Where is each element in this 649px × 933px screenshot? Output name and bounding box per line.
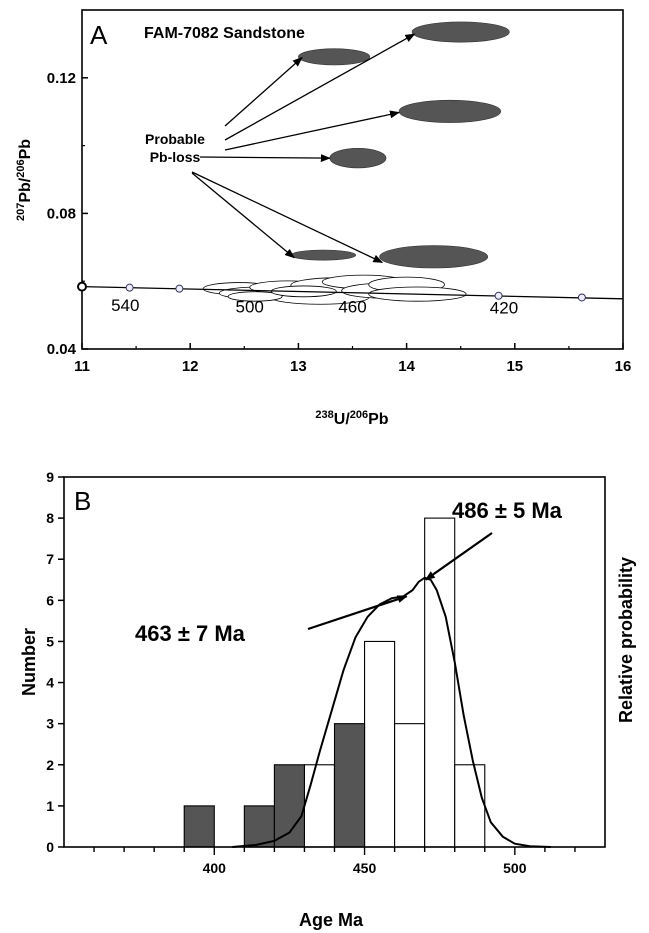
pb-loss-arrow — [191, 172, 295, 259]
pb-loss-arrow — [224, 56, 303, 127]
x-tick-label: 500 — [503, 860, 527, 876]
y-tick-label: 0.08 — [47, 205, 76, 222]
y-tick-label: 2 — [46, 757, 54, 773]
panel-a-ticks: 11 12 13 14 15 16 0.04 0.08 0.12 — [47, 70, 632, 375]
y-tick-label: 0.12 — [47, 70, 76, 87]
x-tick-label: 14 — [398, 358, 415, 375]
annotation-486: 486 ± 5 Ma — [452, 498, 563, 523]
histogram-bar-filled — [183, 805, 215, 848]
x-tick-label: 13 — [290, 358, 307, 375]
pb-loss-ellipse — [411, 21, 510, 43]
pb-loss-arrow — [191, 171, 384, 263]
x-tick-label: 11 — [74, 358, 90, 375]
panel-a: 11 12 13 14 15 160.040.080.12 540 500 460 420 A … — [15, 9, 632, 428]
pb-loss-ellipse — [398, 99, 502, 123]
panel-a-ellipses — [202, 21, 510, 305]
concordia-curve: 540 500 460 420 — [77, 281, 624, 318]
relative-probability-curve — [232, 576, 551, 848]
y-tick-label: 0 — [46, 839, 54, 855]
annotation-463: 463 ± 7 Ma — [135, 621, 246, 646]
panel-a-title: FAM-7082 Sandstone — [144, 25, 305, 42]
concordia-age-label: 460 — [338, 297, 366, 316]
x-tick-label: 15 — [506, 358, 523, 375]
panel-a-y-axis-label: 207Pb/206Pb — [15, 139, 34, 221]
arrow-486 — [424, 532, 493, 581]
y-tick-label: 3 — [46, 716, 54, 732]
annotation-pb-loss: Pb-loss — [150, 149, 201, 165]
panel-b-arrows — [307, 532, 493, 631]
pb-loss-arrow — [224, 110, 401, 151]
pb-loss-ellipse — [329, 148, 387, 169]
y-tick-label: 0.04 — [47, 341, 77, 358]
histogram-bar-open — [303, 764, 336, 848]
histogram-bar-open — [454, 764, 486, 848]
y-tick-label: 1 — [46, 798, 54, 814]
x-tick-label: 450 — [353, 860, 377, 876]
concordia-age-label: 540 — [111, 296, 139, 315]
x-tick-label: 12 — [182, 358, 199, 375]
panel-a-x-axis-label: 238U/206Pb — [315, 409, 388, 428]
x-tick-label: 16 — [615, 358, 632, 375]
pb-loss-ellipse — [379, 245, 489, 269]
histogram-bar-open — [364, 640, 396, 848]
panel-b-y-axis-label: Number — [19, 628, 39, 696]
panel-b-x-axis-label: Age Ma — [299, 910, 364, 930]
y-tick-label: 6 — [46, 592, 54, 608]
pb-loss-ellipse — [290, 249, 357, 261]
histogram-bar-open — [394, 723, 426, 848]
panel-b-ticks: 0 1 2 3 4 5 6 7 8 9 400 450 500 — [46, 469, 576, 876]
concordia-age-point — [125, 283, 134, 292]
histogram-bar-filled — [333, 723, 366, 848]
panel-b-bars — [183, 517, 486, 848]
concordia-age-point — [577, 293, 586, 302]
pb-loss-arrow — [199, 154, 331, 163]
histogram-bar-filled — [273, 764, 305, 848]
y-tick-label: 7 — [46, 551, 54, 567]
panel-b-right-axis-label: Relative probability — [616, 557, 636, 723]
concordia-age-point — [175, 284, 184, 293]
concordia-age-point — [494, 291, 503, 300]
x-tick-label: 400 — [203, 860, 227, 876]
concordia-age-label: 500 — [236, 297, 264, 316]
arrow-463 — [307, 595, 408, 631]
histogram-bar-filled — [243, 805, 275, 848]
panel-b-label: B — [74, 486, 91, 516]
panel-b: 0 1 2 3 4 5 6 7 8 9 400 450 500 B 463 ± 7 Ma 486 ± 5… — [19, 469, 636, 930]
concordant-ellipse — [227, 291, 283, 302]
pb-loss-ellipse — [298, 48, 371, 66]
probability-curve — [232, 576, 551, 848]
y-tick-label: 8 — [46, 510, 54, 526]
annotation-probable: Probable — [145, 131, 205, 147]
y-tick-label: 9 — [46, 469, 54, 485]
y-tick-label: 5 — [46, 633, 54, 649]
y-tick-label: 4 — [46, 675, 54, 691]
pb-loss-arrows — [191, 33, 416, 263]
pb-loss-arrow — [224, 33, 416, 141]
concordia-age-label: 420 — [490, 299, 518, 318]
concordia-line — [81, 285, 624, 300]
panel-a-label: A — [90, 20, 108, 50]
concordia-age-point — [77, 281, 87, 292]
histogram-bar-open — [424, 517, 456, 848]
